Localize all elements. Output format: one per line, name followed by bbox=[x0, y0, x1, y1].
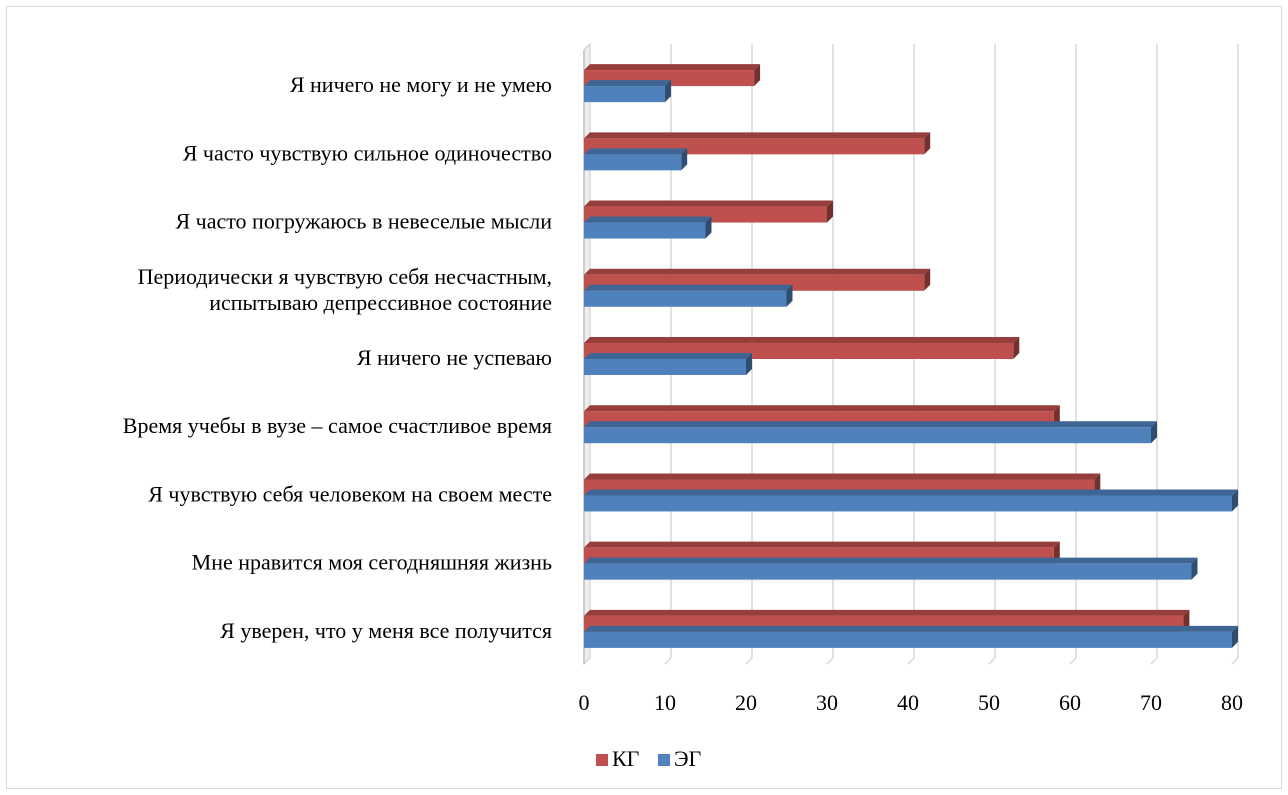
bar-eg-side bbox=[1232, 625, 1238, 648]
legend-label: КГ bbox=[612, 746, 640, 771]
gridline-foot bbox=[1150, 657, 1158, 665]
gridline-foot bbox=[583, 657, 591, 665]
bar-eg-top bbox=[584, 421, 1157, 428]
bar-eg-side bbox=[1151, 421, 1157, 444]
x-tick-label: 20 bbox=[735, 690, 757, 715]
x-tick-label: 70 bbox=[1140, 690, 1162, 715]
category-label-line: Время учебы в вузе – самое счастливое вр… bbox=[123, 413, 552, 438]
bar-eg-top bbox=[584, 216, 712, 223]
bar-eg-top bbox=[584, 557, 1198, 564]
bar-kg-top bbox=[584, 200, 833, 207]
category-label-line: Я уверен, что у меня все получится bbox=[220, 618, 552, 643]
bar-eg-front bbox=[584, 222, 706, 239]
legend-label: ЭГ bbox=[674, 746, 702, 771]
category-label-line: Мне нравится моя сегодняшняя жизнь bbox=[192, 550, 552, 575]
bar-eg-side bbox=[786, 284, 793, 307]
x-tick-label: 30 bbox=[816, 690, 838, 715]
x-tick-label: 40 bbox=[897, 690, 919, 715]
bars-layer bbox=[584, 64, 1238, 648]
gridline-foot bbox=[1069, 657, 1077, 665]
bar-kg-top bbox=[584, 268, 931, 275]
category-label: Я уверен, что у меня все получится bbox=[220, 618, 552, 643]
category-label: Я чувствую себя человеком на своем месте bbox=[148, 481, 552, 506]
bar-eg bbox=[584, 625, 1238, 648]
category-label: Время учебы в вузе – самое счастливое вр… bbox=[123, 413, 552, 438]
bar-eg bbox=[584, 284, 793, 307]
category-label: Я ничего не успеваю bbox=[357, 345, 552, 370]
gridline-foot bbox=[907, 657, 915, 665]
bar-kg-side bbox=[754, 64, 761, 87]
legend-swatch bbox=[658, 754, 670, 766]
bar-eg-top bbox=[584, 148, 688, 155]
bar-eg-front bbox=[584, 427, 1151, 444]
bar-kg-side bbox=[924, 132, 931, 155]
bar-eg bbox=[584, 489, 1238, 512]
gridline-foot bbox=[1231, 657, 1239, 665]
bar-eg-top bbox=[584, 80, 671, 87]
bar-eg-side bbox=[1232, 489, 1238, 512]
bar-kg-top bbox=[584, 64, 761, 71]
x-tick-label: 50 bbox=[978, 690, 1000, 715]
bar-eg-top bbox=[584, 353, 752, 359]
gridline-foot bbox=[988, 657, 996, 665]
bar-kg-side bbox=[1013, 337, 1020, 359]
category-label: Я часто чувствую сильное одиночество bbox=[183, 140, 552, 165]
bar-eg-front bbox=[584, 631, 1232, 648]
bar-eg-front bbox=[584, 86, 665, 103]
bar-eg-top bbox=[584, 284, 793, 291]
gridline-foot bbox=[745, 657, 753, 665]
bar-eg bbox=[584, 216, 712, 239]
category-label: Периодически я чувствую себя несчастным,… bbox=[138, 264, 552, 315]
category-label-line: Периодически я чувствую себя несчастным, bbox=[138, 264, 552, 289]
bar-kg-top bbox=[584, 609, 1190, 616]
gridline-foot bbox=[664, 657, 672, 665]
bar-kg-top bbox=[584, 337, 1020, 343]
x-tick-label: 0 bbox=[579, 690, 590, 715]
bar-eg-side bbox=[665, 80, 671, 103]
category-label-line: Я чувствую себя человеком на своем месте bbox=[148, 481, 552, 506]
category-label: Я часто погружаюсь в невеселые мысли bbox=[175, 209, 552, 234]
x-tick-label: 10 bbox=[654, 690, 676, 715]
category-label-line: Я ничего не успеваю bbox=[357, 345, 552, 370]
bar-eg-top bbox=[584, 625, 1238, 632]
bar-eg-side bbox=[746, 353, 752, 375]
gridline-foot bbox=[826, 657, 834, 665]
legend-swatch bbox=[596, 754, 608, 766]
bar-eg-top bbox=[584, 489, 1238, 496]
category-label-line: испытываю депрессивное состояние bbox=[209, 290, 552, 315]
bar-eg bbox=[584, 421, 1157, 444]
category-label-line: Я часто чувствую сильное одиночество bbox=[183, 140, 552, 165]
bar-kg-side bbox=[924, 268, 931, 291]
bar-eg-side bbox=[705, 216, 712, 239]
category-label-line: Я часто погружаюсь в невеселые мысли bbox=[175, 209, 552, 234]
bar-kg-top bbox=[584, 473, 1101, 480]
category-label-line: Я ничего не могу и не умею bbox=[290, 72, 552, 97]
category-label: Мне нравится моя сегодняшняя жизнь bbox=[192, 550, 552, 575]
bar-eg bbox=[584, 353, 752, 375]
bar-eg-side bbox=[1191, 557, 1198, 580]
category-labels: Я уверен, что у меня все получится Мне нр… bbox=[123, 72, 552, 643]
x-tick-labels: 0 10 20 30 40 50 60 70 80 bbox=[579, 690, 1244, 715]
legend: КГ ЭГ bbox=[596, 746, 702, 771]
x-tick-label: 80 bbox=[1221, 690, 1243, 715]
bar-eg-front bbox=[584, 154, 682, 171]
category-label: Я ничего не могу и не умею bbox=[290, 72, 552, 97]
bar-kg-side bbox=[827, 200, 833, 223]
x-tick-label: 60 bbox=[1059, 690, 1081, 715]
bar-eg bbox=[584, 148, 688, 171]
bar-kg-top bbox=[584, 405, 1060, 412]
bar-eg-front bbox=[584, 290, 787, 307]
bar-eg bbox=[584, 80, 671, 103]
bar-eg-front bbox=[584, 563, 1192, 580]
bar-eg bbox=[584, 557, 1198, 580]
bar-eg-front bbox=[584, 359, 746, 375]
bar-kg-top bbox=[584, 132, 931, 139]
bar-eg-front bbox=[584, 495, 1232, 512]
bar-kg-top bbox=[584, 541, 1060, 548]
bar-eg-side bbox=[681, 148, 688, 171]
